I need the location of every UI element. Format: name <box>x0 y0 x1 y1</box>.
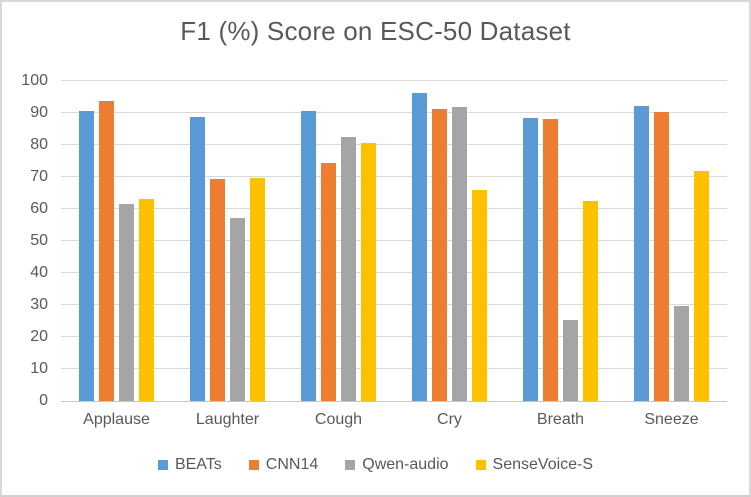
bar-sensevoice-s-laughter <box>250 178 265 401</box>
bar-group-sneeze <box>616 81 727 401</box>
bar-sensevoice-s-cough <box>361 143 376 401</box>
x-category-label-sneeze: Sneeze <box>644 411 699 428</box>
legend-label-cnn14: CNN14 <box>265 456 319 473</box>
legend: BEATs CNN14 Qwen-audio SenseVoice-S <box>2 457 749 473</box>
bar-cnn14-cough <box>321 162 336 401</box>
bar-qwen-audio-sneeze <box>674 306 689 401</box>
bar-groups <box>61 81 727 401</box>
legend-label-sensevoice-s: SenseVoice-S <box>492 456 594 473</box>
gridline-20 <box>61 336 727 337</box>
bar-beats-cry <box>412 92 427 401</box>
bar-qwen-audio-cough <box>341 137 356 401</box>
y-tick-label-60: 60 <box>30 200 48 217</box>
x-category-label-applause: Applause <box>83 411 150 428</box>
bar-cnn14-laughter <box>210 179 225 401</box>
gridline-30 <box>61 304 727 305</box>
gridline-70 <box>61 176 727 177</box>
legend-item-cnn14: CNN14 <box>248 456 319 473</box>
y-tick-label-40: 40 <box>30 264 48 281</box>
bar-sensevoice-s-applause <box>139 199 154 401</box>
gridline-100 <box>61 80 727 81</box>
y-tick-label-80: 80 <box>30 136 48 153</box>
y-tick-label-20: 20 <box>30 328 48 345</box>
legend-item-qwen-audio: Qwen-audio <box>345 456 449 473</box>
bar-qwen-audio-cry <box>452 106 467 401</box>
y-tick-label-50: 50 <box>30 232 48 249</box>
bar-beats-sneeze <box>634 105 649 401</box>
bar-group-cry <box>394 81 505 401</box>
bar-cnn14-applause <box>99 100 114 401</box>
y-tick-label-10: 10 <box>30 360 48 377</box>
plot-area <box>61 80 727 402</box>
bar-qwen-audio-laughter <box>230 217 245 401</box>
bar-beats-laughter <box>190 117 205 401</box>
bar-group-cough <box>283 81 394 401</box>
y-tick-label-90: 90 <box>30 104 48 121</box>
bar-group-breath <box>505 81 616 401</box>
legend-swatch-icon-qwen-audio <box>345 460 356 470</box>
bar-cnn14-breath <box>543 119 558 401</box>
bar-group-applause <box>61 81 172 401</box>
legend-label-qwen-audio: Qwen-audio <box>362 456 449 473</box>
bar-beats-breath <box>523 118 538 401</box>
y-axis: 0 10 20 30 40 50 60 70 80 90 100 <box>2 73 48 409</box>
bar-group-laughter <box>172 81 283 401</box>
bar-beats-applause <box>79 111 94 401</box>
legend-swatch-icon-sensevoice-s <box>475 460 486 470</box>
bar-qwen-audio-breath <box>563 319 578 401</box>
gridline-80 <box>61 144 727 145</box>
x-category-label-cry: Cry <box>437 411 462 428</box>
legend-swatch-icon-cnn14 <box>248 460 259 470</box>
legend-item-beats: BEATs <box>157 456 222 473</box>
x-category-label-breath: Breath <box>536 411 585 428</box>
gridline-90 <box>61 112 727 113</box>
bar-sensevoice-s-sneeze <box>694 170 709 401</box>
y-tick-label-70: 70 <box>30 168 48 185</box>
bar-cnn14-sneeze <box>654 111 669 401</box>
x-axis: Applause Laughter Cough Cry Breath Sneeze <box>61 411 727 429</box>
gridline-40 <box>61 272 727 273</box>
bar-sensevoice-s-cry <box>472 190 487 401</box>
gridline-10 <box>61 368 727 369</box>
bar-cnn14-cry <box>432 109 447 401</box>
x-category-label-laughter: Laughter <box>195 411 260 428</box>
legend-item-sensevoice-s: SenseVoice-S <box>475 456 594 473</box>
chart-title: F1 (%) Score on ESC-50 Dataset <box>180 16 571 46</box>
gridline-60 <box>61 208 727 209</box>
x-category-label-cough: Cough <box>314 411 363 428</box>
y-tick-label-0: 0 <box>39 392 48 409</box>
gridline-50 <box>61 240 727 241</box>
bar-sensevoice-s-breath <box>583 201 598 401</box>
legend-label-beats: BEATs <box>174 456 222 473</box>
bar-beats-cough <box>301 111 316 401</box>
y-tick-label-30: 30 <box>30 296 48 313</box>
y-tick-label-100: 100 <box>21 72 48 89</box>
legend-swatch-icon-beats <box>157 460 168 470</box>
bar-qwen-audio-applause <box>119 203 134 401</box>
